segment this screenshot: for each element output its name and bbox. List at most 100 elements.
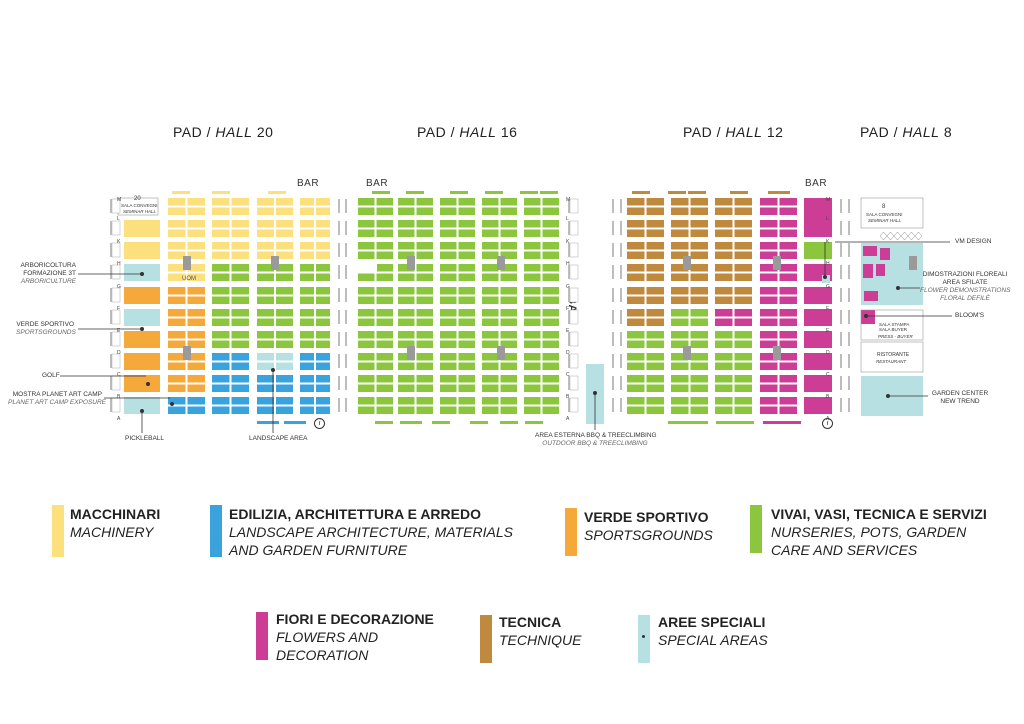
hall12-col1-stand <box>646 198 664 206</box>
row-letter-g: G <box>566 284 570 290</box>
hall-wall-segment <box>612 310 614 324</box>
hall12-col4-stand <box>760 220 778 228</box>
hall16-col2-stand <box>398 331 415 339</box>
hall12-col4-stand <box>760 242 778 250</box>
hall20-col3-stand <box>212 296 230 304</box>
hall16-col3-stand <box>440 318 457 326</box>
hall20-col2-stand <box>187 353 205 361</box>
hall12-top-strip <box>688 191 706 194</box>
hall16-col1-stand <box>358 375 375 383</box>
hall-wall-segment <box>848 332 850 346</box>
hall20-col3-stand <box>231 362 249 370</box>
hall16-col5-stand <box>542 242 559 250</box>
hall20-bottom-strip <box>257 421 279 424</box>
structural-pillar <box>683 256 691 270</box>
hall12-col2-stand <box>671 406 689 414</box>
leader-dot <box>140 409 144 413</box>
hall12-col4-stand <box>760 264 778 272</box>
hall16-col2-stand <box>398 375 415 383</box>
structural-pillar <box>271 256 279 270</box>
hall-wall-segment <box>338 398 340 412</box>
row-letter-f: F <box>826 306 830 312</box>
hall20-col2-stand <box>168 251 186 259</box>
hall12-col2-stand <box>690 331 708 339</box>
hall16-gap <box>355 261 377 273</box>
hall16-col4-stand <box>482 362 499 370</box>
hall16-bottom-strip <box>375 421 393 424</box>
hall20-col3-stand <box>212 353 230 361</box>
hall12-col1-stand <box>646 318 664 326</box>
hall20-col5-stand <box>316 251 330 259</box>
leader-dot <box>140 272 144 276</box>
hall20-col3-stand <box>231 198 249 206</box>
hall16-col1-stand <box>376 296 393 304</box>
hall16-col1-stand <box>358 331 375 339</box>
hall-wall-segment <box>338 243 340 257</box>
hall20-col4-stand <box>276 264 293 272</box>
hall16-col5-stand <box>524 397 541 405</box>
hall12-col3-stand <box>715 296 733 304</box>
leader-dot <box>823 275 827 279</box>
hall20-col3-stand <box>231 242 249 250</box>
hall12-col3-stand <box>715 220 733 228</box>
hall16-col2-stand <box>416 264 433 272</box>
floor-plan-map <box>60 191 952 433</box>
hall12-col4-stand <box>760 384 778 392</box>
hall-wall-segment <box>848 265 850 279</box>
hall20-col2-stand <box>187 207 205 215</box>
hall12-col4-stand <box>779 318 797 326</box>
hall20-col3-stand <box>212 397 230 405</box>
row-letter-d: D <box>826 350 830 356</box>
row-letter-g: G <box>117 284 121 290</box>
hall16-col1-stand <box>376 362 393 370</box>
hall20-col5-stand <box>316 264 330 272</box>
info-icon-hall-12[interactable]: i <box>822 418 833 429</box>
info-icon-hall-20[interactable]: i <box>314 418 325 429</box>
hall12-col5-stand <box>804 375 832 392</box>
hall12-col3-stand <box>734 273 752 281</box>
hall12-col1-stand <box>646 287 664 295</box>
hall16-col4-stand <box>482 198 499 206</box>
hall16-col5-stand <box>542 397 559 405</box>
hall16-col2-stand <box>416 384 433 392</box>
hall12-col4-stand <box>760 198 778 206</box>
hall20-col5-stand <box>300 384 314 392</box>
hall12-col4-stand <box>779 362 797 370</box>
hall12-top-strip <box>730 191 748 194</box>
hall16-col2-stand <box>416 318 433 326</box>
hall-side-box <box>111 242 121 258</box>
hall20-col5-stand <box>316 406 330 414</box>
hall12-col3-stand <box>734 406 752 414</box>
hall12-col2-stand <box>671 397 689 405</box>
hall-wall-segment <box>568 398 570 412</box>
hall12-col1-stand <box>627 287 645 295</box>
hall16-col4-stand <box>500 242 517 250</box>
hall20-col2-stand <box>168 264 186 272</box>
hall20-col2-stand <box>168 207 186 215</box>
hall12-col2-stand <box>690 340 708 348</box>
hall16-col4-stand <box>500 397 517 405</box>
hall-wall-segment <box>620 199 622 213</box>
sala-convegni-20-label: SALA CONVEGNI <box>121 203 158 208</box>
hall16-col3-stand <box>458 220 475 228</box>
hall20-col3-stand <box>212 287 230 295</box>
hall-wall-segment <box>840 221 842 235</box>
hall20-col1-stand <box>124 287 160 304</box>
hall12-bottom-strip <box>763 421 801 424</box>
hall12-col5-stand <box>804 397 832 414</box>
hall8-decoration-diamond <box>879 231 888 241</box>
hall20-col4-stand <box>257 331 274 339</box>
callout-vm-design: VM DESIGN <box>955 238 992 245</box>
hall20-col2-stand <box>168 220 186 228</box>
hall16-bottom-strip <box>500 421 518 424</box>
hall-wall-segment <box>840 332 842 346</box>
row-letter-c: C <box>117 372 121 378</box>
hall-wall-segment <box>345 221 347 235</box>
structural-pillar <box>683 346 691 360</box>
hall12-col3-stand <box>734 251 752 259</box>
hall16-top-strip <box>520 191 538 194</box>
sala-convegni-8-number: 8 <box>882 204 886 210</box>
hall-wall-segment <box>345 265 347 279</box>
row-letter-e: E <box>117 328 121 334</box>
hall20-col3-stand <box>212 198 230 206</box>
